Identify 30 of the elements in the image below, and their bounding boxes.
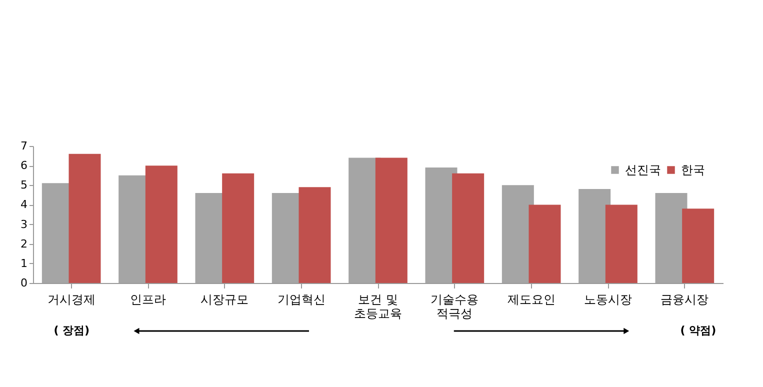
bar	[528, 204, 561, 283]
y-tick-label: 5	[20, 178, 28, 192]
bar	[452, 173, 484, 283]
bar	[682, 208, 714, 283]
y-tick-label: 4	[20, 198, 28, 212]
y-tick-label: 3	[20, 218, 28, 231]
y-tick-label: 0	[20, 276, 28, 290]
x-tick-label: 거시경제	[47, 292, 96, 306]
y-tick-label: 2	[20, 237, 28, 250]
y-tick-label: 7	[20, 140, 28, 152]
x-tick-label: 인프라	[130, 292, 166, 306]
x-tick-label: 제도요인	[507, 292, 556, 306]
bar	[605, 204, 638, 283]
legend-label: 선진국	[625, 163, 661, 177]
x-tick-label: 기업혁신	[277, 292, 326, 306]
bar	[298, 187, 331, 283]
x-tick-label: 기술수용 적극성	[430, 292, 479, 320]
bar	[145, 166, 178, 283]
bar	[68, 154, 101, 283]
x-tick-label: 노동시장	[584, 292, 632, 306]
x-tick-label: 보건 및 초등교육	[354, 292, 402, 320]
x-tick-label: 금융시장	[660, 292, 709, 306]
text: ( 장점)	[54, 324, 90, 337]
bar	[375, 158, 408, 283]
bar	[222, 173, 254, 283]
x-tick-label: 시장규모	[200, 292, 249, 306]
legend-label: 한국	[681, 163, 705, 177]
y-tick-label: 1	[20, 256, 28, 270]
text: ( 약점)	[680, 324, 716, 337]
y-tick-label: 6	[20, 159, 28, 172]
